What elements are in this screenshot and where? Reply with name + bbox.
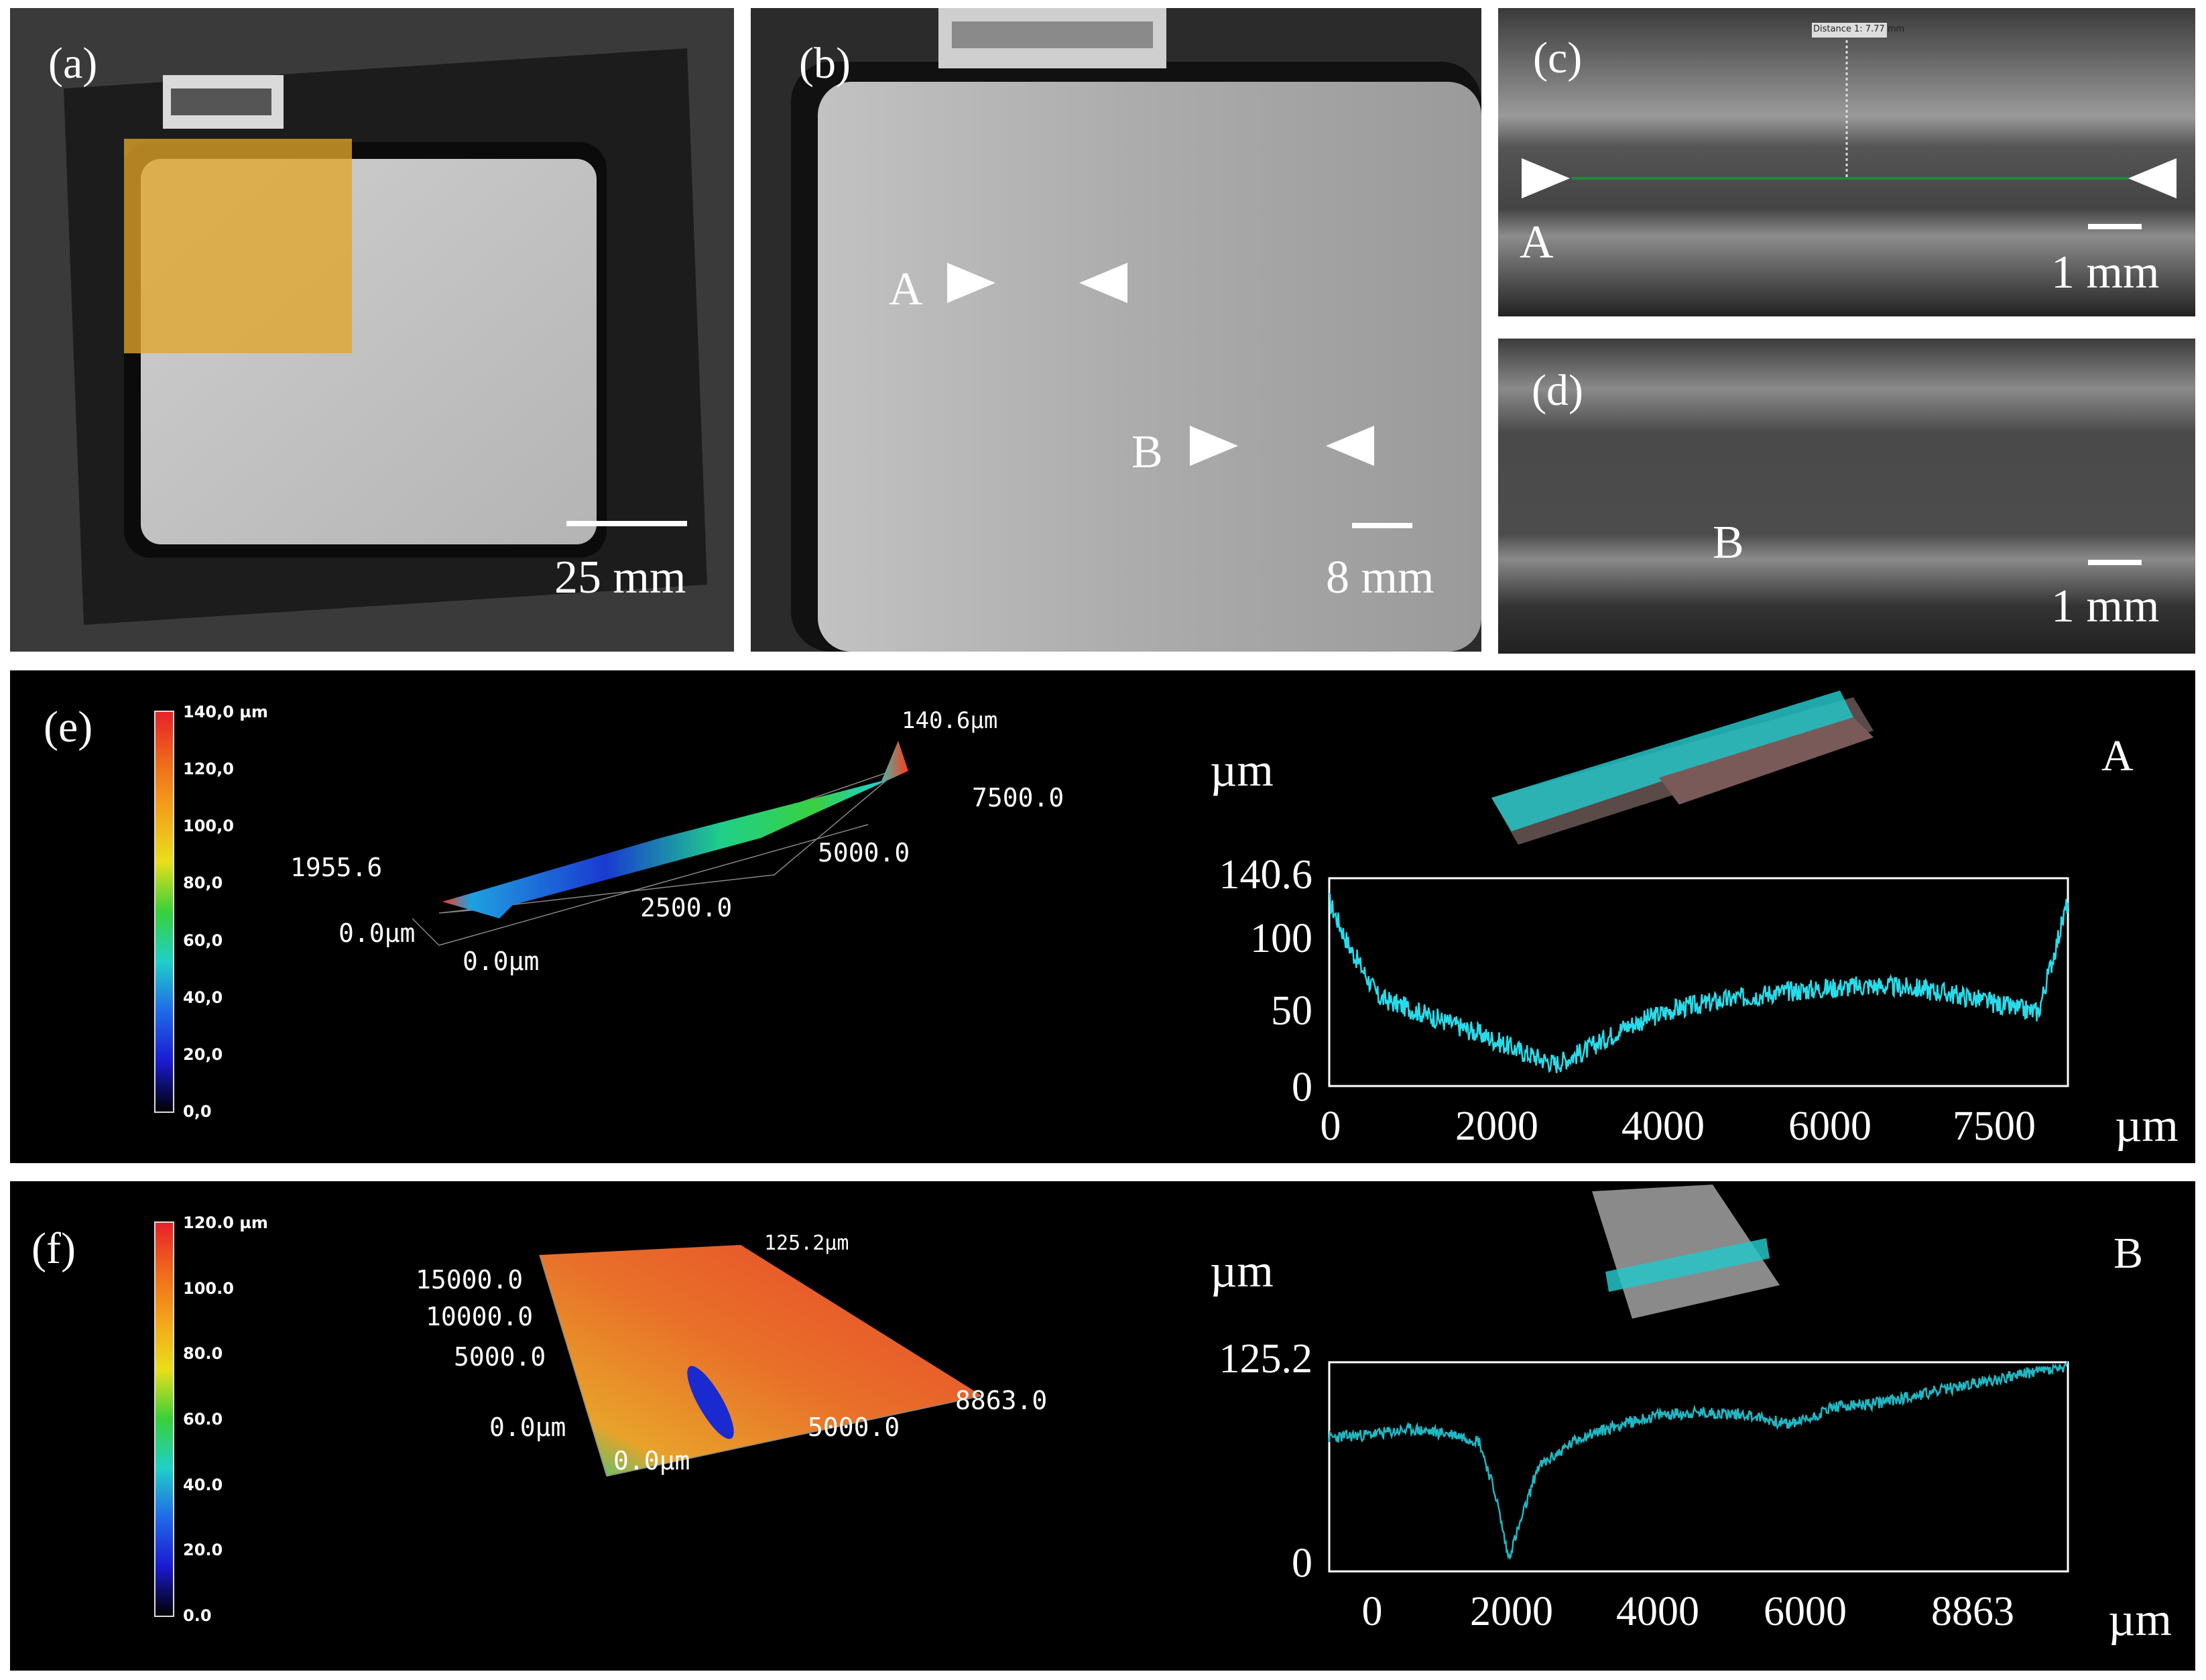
colorbar-tick: 20,0 [183, 1044, 223, 1064]
plot-frame [1328, 1361, 2069, 1573]
surface-f-label-z0: 0.0µm [489, 1413, 566, 1442]
surface-e-label-x-mid2: 5000.0 [818, 838, 910, 867]
panel-d-label: (d) [1532, 366, 1583, 415]
panel-d-xray-image [1498, 339, 2195, 654]
x-tick-label: 0 [1362, 1589, 1383, 1634]
colorbar-tick: 40.0 [183, 1475, 223, 1494]
panel-c-xray-image [1498, 8, 2195, 316]
panel-c-label: (c) [1533, 34, 1583, 82]
x-tick-label: 0 [1321, 1103, 1341, 1149]
colorbar-tick: 80.0 [183, 1344, 223, 1364]
panel-f-label: (f) [32, 1224, 76, 1273]
panel-e-inset-3d [1491, 691, 1874, 845]
panel-a-label: (a) [48, 39, 98, 88]
x-tick-label: 2000 [1470, 1589, 1553, 1634]
colorbar-tick: 120.0 µm [183, 1213, 268, 1232]
chart-e-unit-y: µm [1210, 745, 1274, 796]
panel-b-label: (b) [799, 39, 851, 88]
arrow-right-a [947, 263, 995, 303]
colorbar-tick: 100.0 [183, 1278, 234, 1298]
surface-e-label-x0: 0.0µm [463, 947, 540, 976]
panel-b-mark-a: A [889, 263, 923, 315]
panel-f: (f) B 125.2µm 15000.0 10000.0 5000.0 0.0… [10, 1181, 2195, 1671]
y-tick-label: 0 [1292, 1541, 1312, 1586]
y-tick-label: 140.6 [1219, 852, 1313, 898]
arrow-right-c [1522, 158, 1570, 198]
x-tick-label: 4000 [1616, 1589, 1699, 1634]
chart-f-unit-x: µm [2108, 1594, 2172, 1646]
colorbar-tick: 0.0 [183, 1606, 212, 1625]
panel-e-colorbar [154, 711, 174, 1113]
panel-d-scale-text: 1 mm [2051, 581, 2160, 632]
panel-a-xray-image [10, 8, 734, 652]
y-tick-label: 125.2 [1219, 1336, 1313, 1382]
panel-c-mark: A [1520, 217, 1554, 268]
profile-line [1328, 1361, 2069, 1560]
colorbar-tick: 100,0 [183, 817, 234, 836]
surface-f-label-y2: 5000.0 [454, 1342, 546, 1372]
colorbar-tick: 60,0 [183, 931, 223, 950]
panel-d: (d) B 1 mm [1498, 339, 2195, 654]
x-tick-label: 6000 [1788, 1103, 1872, 1149]
panel-c-measure-label: Distance 1: 7.77 mm [1813, 24, 1905, 34]
surface-e-label-x-far: 7500.0 [972, 783, 1064, 813]
y-tick-label: 50 [1271, 988, 1312, 1034]
colorbar-tick: 80,0 [183, 874, 223, 893]
surface-e-label-x-mid1: 2500.0 [640, 893, 733, 922]
panel-c-scale-text: 1 mm [2051, 247, 2160, 298]
surface-e-label-z0: 0.0µm [339, 918, 416, 948]
panel-b-xray-image [751, 8, 1481, 652]
panel-f-tag: B [2113, 1229, 2144, 1278]
arrow-left-c [2128, 158, 2177, 198]
arrow-left-a [1079, 263, 1127, 303]
panel-f-inset-3d [1592, 1185, 1780, 1319]
colorbar-tick: 60.0 [183, 1410, 223, 1429]
panel-e-surface-plot [412, 741, 908, 946]
x-tick-label: 6000 [1764, 1589, 1847, 1634]
surface-e-label-peak: 140.6µm [902, 707, 998, 734]
chart-e: 140.6 100 50 00 2000 4000 6000 7500 [1219, 852, 2069, 1149]
profile-line [1328, 892, 2069, 1073]
panel-a: (a) 25 mm [10, 8, 734, 652]
panel-c: Distance 1: 7.77 mm (c) A 1 mm [1498, 8, 2195, 316]
surface-f-label-x-far: 8863.0 [955, 1386, 1048, 1415]
panel-b-scale-bar [1352, 523, 1412, 528]
colorbar-tick: 20.0 [183, 1541, 223, 1560]
panel-b: (b) A B 8 mm [751, 8, 1481, 652]
surface-e-label-y: 1955.6 [290, 853, 383, 882]
x-tick-label: 2000 [1455, 1103, 1538, 1149]
surface-f-label-y4: 15000.0 [416, 1265, 524, 1295]
panel-b-mark-b: B [1131, 426, 1163, 478]
chart-f: 125.2 0 0 2000 4000 6000 8863 [1219, 1336, 2069, 1634]
y-tick-label: 100 [1250, 916, 1312, 961]
chart-e-unit-x: µm [2115, 1100, 2179, 1152]
panel-a-scale-bar [566, 521, 687, 526]
surface-f-label-y3: 10000.0 [426, 1302, 534, 1331]
arrow-left-b [1326, 426, 1374, 466]
colorbar-tick: 0,0 [183, 1102, 212, 1121]
panel-a-scale-text: 25 mm [554, 552, 686, 603]
surface-f-label-x-mid: 5000.0 [808, 1413, 900, 1442]
plot-frame [1328, 877, 2069, 1087]
surface-f-label-x0: 0.0µm [613, 1446, 690, 1476]
panel-d-scale-bar [2088, 560, 2142, 565]
colorbar-tick: 40,0 [183, 987, 223, 1007]
chart-f-unit-y: µm [1210, 1246, 1274, 1297]
panel-b-scale-text: 8 mm [1326, 552, 1434, 603]
panel-f-colorbar [154, 1221, 174, 1617]
panel-c-scale-bar [2088, 224, 2142, 229]
y-tick-label: 0 [1292, 1065, 1312, 1110]
x-tick-label: 4000 [1621, 1103, 1705, 1149]
panel-d-mark: B [1713, 517, 1744, 568]
panel-e-tag: A [2101, 731, 2134, 780]
panel-e-label: (e) [44, 703, 93, 752]
colorbar-tick: 140,0 µm [183, 703, 268, 721]
panel-e: (e) A 140.6µm 7500.0 5000.0 2500.0 1955.… [10, 670, 2195, 1163]
x-tick-label: 7500 [1953, 1103, 2036, 1149]
surface-f-label-peak: 125.2µm [764, 1232, 849, 1255]
panel-f-surface-plot [539, 1245, 983, 1477]
colorbar-tick: 120,0 [183, 760, 234, 779]
arrow-right-b [1190, 426, 1238, 466]
x-tick-label: 8863 [1931, 1589, 2014, 1634]
